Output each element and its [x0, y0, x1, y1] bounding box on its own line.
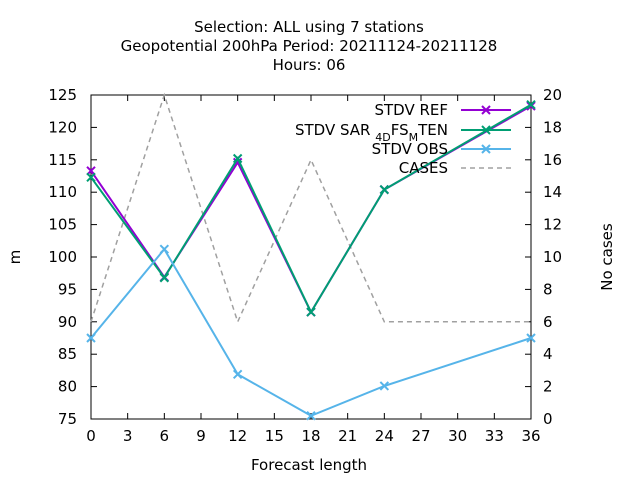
y-tick-label: 110: [48, 183, 77, 201]
x-tick-label: 33: [485, 427, 504, 445]
series-line: [90, 103, 532, 315]
x-tick-label: 30: [448, 427, 467, 445]
legend-label-part: STDV SAR: [295, 121, 375, 139]
y2-axis: 0 2 4 6 8 10 12 14 16 18 20: [525, 86, 562, 428]
point-marker: [232, 153, 243, 164]
y2-tick-label: 12: [543, 216, 562, 234]
y-axis-label: m: [6, 250, 24, 265]
point-marker: [526, 100, 536, 110]
x-axis: 0 3 6 9 12 15 18 21 24 27 30 33 36: [86, 95, 541, 445]
y2-tick-label: 16: [543, 151, 562, 169]
x-tick-label: 3: [123, 427, 133, 445]
x-tick-label: 27: [411, 427, 430, 445]
legend-label: STDV SAR 4DFSMTEN: [295, 121, 448, 144]
x-tick-label: 21: [338, 427, 357, 445]
point-marker: [159, 273, 170, 283]
point-marker: [379, 184, 390, 195]
point-marker: [86, 172, 96, 183]
y-tick-label: 75: [58, 410, 77, 428]
series-3: [90, 92, 531, 324]
legend-label: CASES: [399, 159, 448, 177]
point-marker: [481, 144, 491, 154]
legend-label-part: FS: [391, 121, 409, 139]
series-line: [90, 247, 532, 417]
chart-title: Selection: ALL using 7 stationsGeopotent…: [121, 18, 498, 74]
point-marker: [481, 125, 491, 135]
x-tick-label: 18: [301, 427, 320, 445]
y-tick-label: 105: [48, 216, 77, 234]
point-marker: [526, 333, 536, 343]
legend-label-part: TEN: [417, 121, 448, 139]
y-tick-label: 120: [48, 118, 77, 136]
x-tick-label: 24: [375, 427, 394, 445]
chart-title-line: Hours: 06: [273, 56, 346, 74]
y2-axis-label: No cases: [598, 223, 616, 291]
y2-tick-label: 4: [543, 345, 553, 363]
series-lines: [86, 92, 536, 421]
chart-title-line: Geopotential 200hPa Period: 20211124-202…: [121, 37, 498, 55]
point-marker: [481, 105, 491, 115]
point-marker: [232, 157, 243, 168]
x-tick-label: 9: [196, 427, 206, 445]
legend-label-part: M: [409, 131, 419, 144]
series-2: [86, 244, 536, 421]
y-tick-label: 95: [58, 280, 77, 298]
x-tick-label: 36: [521, 427, 540, 445]
y-tick-label: 85: [58, 345, 77, 363]
point-marker: [306, 411, 316, 421]
x-tick-label: 12: [228, 427, 247, 445]
y-axis: 75 80 85 90 95 100 105 110 115 120 125: [48, 86, 97, 428]
y2-tick-label: 8: [543, 280, 553, 298]
y2-tick-label: 14: [543, 183, 562, 201]
legend-label: STDV OBS: [372, 140, 448, 158]
y-tick-label: 100: [48, 248, 77, 266]
point-marker: [86, 333, 96, 343]
y-tick-label: 90: [58, 313, 77, 331]
y-tick-label: 115: [48, 151, 77, 169]
y2-tick-label: 10: [543, 248, 562, 266]
y2-tick-label: 6: [543, 313, 553, 331]
y2-tick-label: 18: [543, 118, 562, 136]
x-tick-label: 0: [86, 427, 96, 445]
y2-tick-label: 2: [543, 378, 553, 396]
series-line: [90, 92, 531, 324]
point-marker: [232, 369, 243, 379]
chart-title-line: Selection: ALL using 7 stations: [194, 18, 424, 36]
point-marker: [159, 244, 170, 254]
point-marker: [306, 307, 316, 317]
series-1: [86, 100, 536, 317]
y2-tick-label: 0: [543, 410, 553, 428]
legend-label: STDV REF: [374, 101, 448, 119]
y2-tick-label: 20: [543, 86, 562, 104]
x-tick-label: 15: [265, 427, 284, 445]
point-marker: [379, 381, 390, 391]
x-axis-label: Forecast length: [251, 456, 367, 474]
y-tick-label: 80: [58, 378, 77, 396]
y-tick-label: 125: [48, 86, 77, 104]
legend-label-part: 4D: [375, 131, 390, 144]
x-tick-label: 6: [160, 427, 170, 445]
